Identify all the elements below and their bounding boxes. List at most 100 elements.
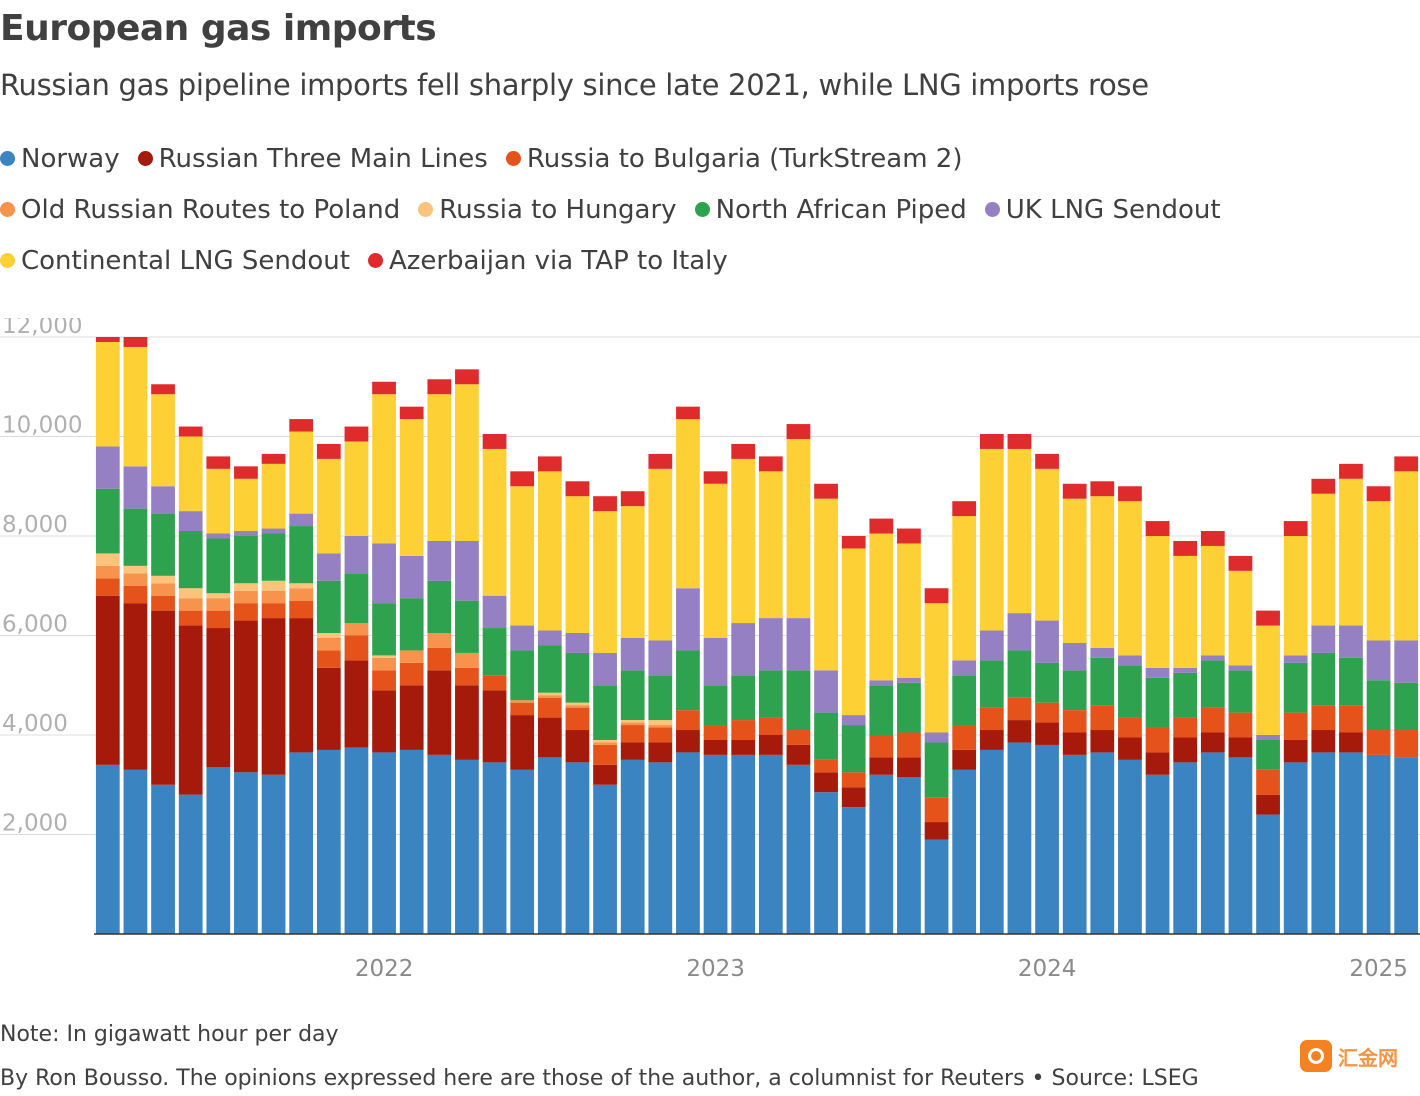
bar-segment bbox=[703, 685, 728, 726]
bar-segment bbox=[178, 426, 203, 437]
bar-segment bbox=[1256, 735, 1280, 740]
bar-segment bbox=[869, 680, 894, 686]
bar-segment bbox=[537, 692, 562, 696]
bar-segment bbox=[565, 652, 590, 703]
bar-segment bbox=[427, 580, 452, 634]
bar-segment bbox=[731, 675, 756, 721]
bar-segment bbox=[1256, 769, 1280, 795]
bar-segment bbox=[1283, 655, 1308, 663]
bar-segment bbox=[841, 807, 866, 934]
bar-segment bbox=[123, 603, 148, 770]
bar-segment bbox=[1339, 705, 1363, 733]
bar-segment bbox=[1366, 730, 1391, 755]
bar-stack bbox=[786, 424, 811, 934]
bar-stack bbox=[758, 456, 783, 934]
bar-segment bbox=[1311, 705, 1336, 731]
bar-segment bbox=[1007, 448, 1032, 614]
bar-segment bbox=[482, 448, 507, 596]
bar-segment bbox=[841, 715, 866, 726]
bar-segment bbox=[510, 700, 535, 703]
bar-stack bbox=[1062, 483, 1087, 934]
bar-segment bbox=[206, 767, 231, 934]
legend-item: North African Piped bbox=[694, 185, 967, 236]
bar-segment bbox=[924, 839, 949, 934]
bar-stack bbox=[123, 337, 148, 934]
bar-segment bbox=[399, 662, 424, 686]
bar-segment bbox=[427, 394, 452, 541]
bar-segment bbox=[841, 725, 866, 773]
bar-segment bbox=[482, 434, 507, 449]
bar-segment bbox=[151, 784, 175, 934]
bar-segment bbox=[814, 792, 838, 934]
bar-segment bbox=[289, 513, 314, 527]
bar-segment bbox=[316, 633, 341, 638]
bar-segment bbox=[372, 670, 396, 691]
legend-swatch bbox=[367, 253, 383, 268]
bar-stack bbox=[455, 369, 479, 935]
bar-segment bbox=[952, 660, 977, 676]
legend-swatch bbox=[0, 151, 15, 166]
bar-segment bbox=[758, 670, 783, 718]
bar-segment bbox=[897, 777, 921, 934]
bar-stack bbox=[869, 518, 894, 934]
bar-segment bbox=[593, 685, 617, 740]
bar-segment bbox=[455, 369, 479, 385]
bar-segment bbox=[897, 677, 921, 683]
bar-segment bbox=[1118, 655, 1142, 666]
bar-segment bbox=[620, 722, 645, 726]
bar-segment bbox=[1118, 759, 1142, 935]
bar-segment bbox=[593, 496, 617, 512]
bar-segment bbox=[372, 543, 396, 604]
bar-segment bbox=[897, 528, 921, 544]
y-tick-label: 10,000 bbox=[2, 413, 82, 439]
bar-segment bbox=[758, 754, 783, 934]
bar-segment bbox=[1228, 555, 1253, 571]
bar-segment bbox=[427, 754, 452, 934]
legend-label: North African Piped bbox=[715, 195, 967, 225]
legend-item: Russia to Hungary bbox=[418, 185, 677, 236]
bar-segment bbox=[1090, 705, 1115, 731]
bar-segment bbox=[455, 600, 479, 653]
legend-item: Continental LNG Sendout bbox=[0, 236, 350, 287]
bar-segment bbox=[1118, 665, 1142, 718]
bar-segment bbox=[869, 774, 894, 934]
bar-segment bbox=[648, 727, 673, 743]
bar-segment bbox=[924, 822, 949, 840]
bar-segment bbox=[95, 341, 120, 447]
y-tick-label: 2,000 bbox=[2, 811, 68, 837]
bar-segment bbox=[455, 384, 479, 541]
legend-item: Norway bbox=[0, 134, 120, 185]
bar-segment bbox=[1366, 640, 1391, 681]
bar-segment bbox=[620, 637, 645, 671]
bar-segment bbox=[648, 468, 673, 641]
bar-segment bbox=[593, 652, 617, 686]
bar-stack bbox=[979, 434, 1004, 934]
legend-swatch bbox=[0, 202, 15, 217]
bar-segment bbox=[1339, 625, 1363, 658]
bar-segment bbox=[897, 757, 921, 778]
bar-segment bbox=[261, 528, 286, 534]
bar-segment bbox=[1283, 712, 1308, 740]
bar-segment bbox=[1007, 697, 1032, 721]
legend-label: Norway bbox=[21, 144, 120, 174]
bar-segment bbox=[372, 603, 396, 656]
bar-segment bbox=[648, 742, 673, 763]
bar-segment bbox=[234, 772, 258, 934]
bar-stack bbox=[1173, 540, 1198, 934]
bar-segment bbox=[1145, 774, 1170, 934]
bar-segment bbox=[1007, 434, 1032, 449]
bar-segment bbox=[427, 540, 452, 581]
bar-segment bbox=[1062, 732, 1087, 755]
bar-segment bbox=[758, 618, 783, 671]
bar-segment bbox=[814, 712, 838, 760]
chart-title: European gas imports bbox=[0, 8, 437, 49]
bar-segment bbox=[731, 754, 756, 934]
bar-segment bbox=[841, 548, 866, 716]
legend-item: UK LNG Sendout bbox=[984, 185, 1221, 236]
bar-stack bbox=[537, 456, 562, 934]
bar-segment bbox=[1035, 722, 1059, 745]
bar-segment bbox=[593, 742, 617, 745]
bar-stack bbox=[731, 443, 756, 934]
bar-segment bbox=[537, 757, 562, 934]
chart-subtitle: Russian gas pipeline imports fell sharpl… bbox=[0, 68, 1149, 102]
